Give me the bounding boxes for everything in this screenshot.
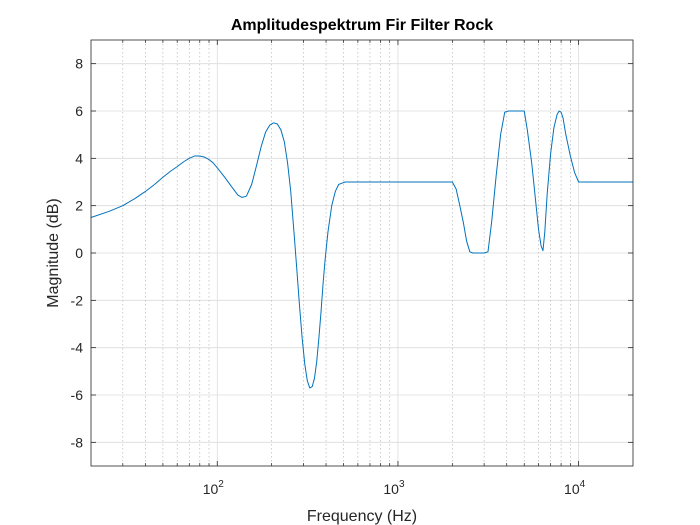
x-axis-label: Frequency (Hz) (307, 508, 417, 525)
axis-ticks (91, 40, 633, 466)
series-layer (90, 110, 633, 389)
y-tick-label: 4 (75, 150, 83, 166)
x-tick-label: 104 (564, 479, 586, 497)
y-tick-label: -2 (71, 292, 84, 308)
y-tick-labels: -8 -6 -4 -2 0 2 4 6 8 (71, 56, 84, 451)
y-tick-label: 8 (75, 56, 83, 72)
y-tick-label: -8 (71, 434, 84, 450)
y-tick-label: 2 (75, 198, 83, 214)
y-tick-label: 0 (75, 245, 83, 261)
minor-grid (122, 40, 571, 466)
y-tick-label: -4 (71, 340, 84, 356)
y-tick-label: 6 (75, 103, 83, 119)
x-tick-label: 102 (203, 479, 225, 497)
chart-title: Amplitudespektrum Fir Filter Rock (231, 17, 493, 34)
x-tick-label: 103 (383, 479, 405, 497)
magnitude-line (90, 110, 633, 389)
y-axis-label: Magnitude (dB) (45, 198, 62, 307)
y-tick-label: -6 (71, 387, 84, 403)
major-grid (91, 40, 633, 466)
x-tick-labels: 102 103 104 (203, 479, 586, 497)
